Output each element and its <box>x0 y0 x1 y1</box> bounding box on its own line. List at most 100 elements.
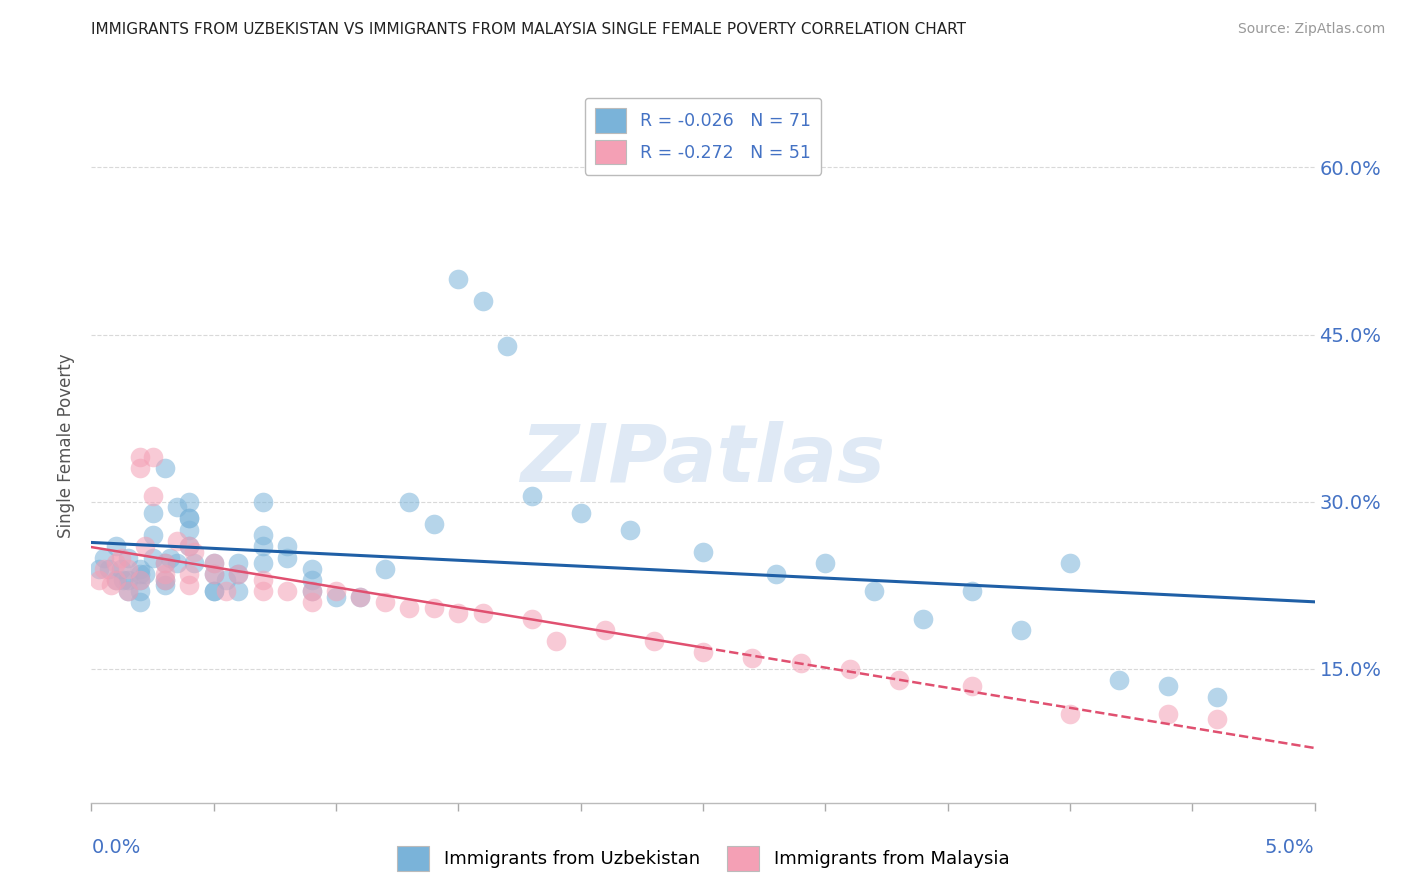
Point <box>814 556 837 570</box>
Point <box>179 567 201 582</box>
Point <box>87 562 110 576</box>
Point <box>166 533 188 548</box>
Point <box>110 550 132 565</box>
Point <box>960 679 983 693</box>
Point <box>134 539 156 553</box>
Point <box>202 583 225 598</box>
Point <box>471 607 494 621</box>
Point <box>153 461 176 475</box>
Point <box>1157 679 1180 693</box>
Point <box>87 573 110 587</box>
Point <box>129 583 152 598</box>
Point <box>183 545 205 559</box>
Point <box>643 634 665 648</box>
Point <box>765 567 787 582</box>
Point <box>166 556 188 570</box>
Point <box>93 562 115 576</box>
Point <box>692 545 714 559</box>
Point <box>398 600 420 615</box>
Point <box>423 516 446 531</box>
Point <box>741 651 763 665</box>
Point <box>141 489 163 503</box>
Point <box>215 573 238 587</box>
Point <box>104 573 127 587</box>
Point <box>202 567 225 582</box>
Point <box>1205 712 1227 726</box>
Text: IMMIGRANTS FROM UZBEKISTAN VS IMMIGRANTS FROM MALAYSIA SINGLE FEMALE POVERTY COR: IMMIGRANTS FROM UZBEKISTAN VS IMMIGRANTS… <box>91 22 966 37</box>
Point <box>153 556 176 570</box>
Point <box>104 539 127 553</box>
Point <box>166 500 188 515</box>
Point <box>252 494 274 508</box>
Point <box>301 583 323 598</box>
Point <box>202 583 225 598</box>
Point <box>202 556 225 570</box>
Point <box>141 450 163 464</box>
Point <box>183 556 205 570</box>
Point <box>593 623 616 637</box>
Point <box>129 595 152 609</box>
Point <box>179 511 201 525</box>
Point <box>141 550 163 565</box>
Point <box>97 562 120 576</box>
Point <box>141 528 163 542</box>
Point <box>301 595 323 609</box>
Point <box>496 338 519 352</box>
Point <box>546 634 568 648</box>
Text: Source: ZipAtlas.com: Source: ZipAtlas.com <box>1237 22 1385 37</box>
Point <box>215 583 238 598</box>
Point <box>276 583 298 598</box>
Point <box>202 556 225 570</box>
Point <box>179 539 201 553</box>
Text: 0.0%: 0.0% <box>91 838 141 857</box>
Point <box>112 573 135 587</box>
Point <box>141 506 163 520</box>
Point <box>325 590 347 604</box>
Point <box>179 539 201 553</box>
Point <box>301 562 323 576</box>
Point <box>129 573 152 587</box>
Point <box>117 550 139 565</box>
Point <box>325 583 347 598</box>
Point <box>226 556 249 570</box>
Point <box>104 573 127 587</box>
Point <box>104 556 127 570</box>
Point <box>153 573 176 587</box>
Point <box>129 562 152 576</box>
Point <box>179 494 201 508</box>
Point <box>129 567 152 582</box>
Point <box>129 461 152 475</box>
Point <box>110 562 132 576</box>
Point <box>100 578 122 592</box>
Point <box>179 523 201 537</box>
Point <box>301 583 323 598</box>
Point <box>301 573 323 587</box>
Point <box>790 657 813 671</box>
Point <box>1059 706 1081 721</box>
Point <box>374 595 396 609</box>
Point <box>252 539 274 553</box>
Point <box>226 583 249 598</box>
Point <box>447 607 470 621</box>
Point <box>153 567 176 582</box>
Point <box>252 583 274 598</box>
Point <box>887 673 910 687</box>
Text: ZIPatlas: ZIPatlas <box>520 421 886 500</box>
Point <box>520 489 543 503</box>
Point <box>569 506 592 520</box>
Point <box>117 573 139 587</box>
Point <box>202 567 225 582</box>
Point <box>471 294 494 309</box>
Point <box>276 539 298 553</box>
Point <box>252 556 274 570</box>
Point <box>159 550 181 565</box>
Point <box>1205 690 1227 704</box>
Y-axis label: Single Female Poverty: Single Female Poverty <box>58 354 76 538</box>
Point <box>1010 623 1032 637</box>
Point <box>838 662 860 676</box>
Point <box>1059 556 1081 570</box>
Legend: R = -0.026   N = 71, R = -0.272   N = 51: R = -0.026 N = 71, R = -0.272 N = 51 <box>585 98 821 175</box>
Point <box>226 567 249 582</box>
Point <box>1108 673 1130 687</box>
Text: 5.0%: 5.0% <box>1265 838 1315 857</box>
